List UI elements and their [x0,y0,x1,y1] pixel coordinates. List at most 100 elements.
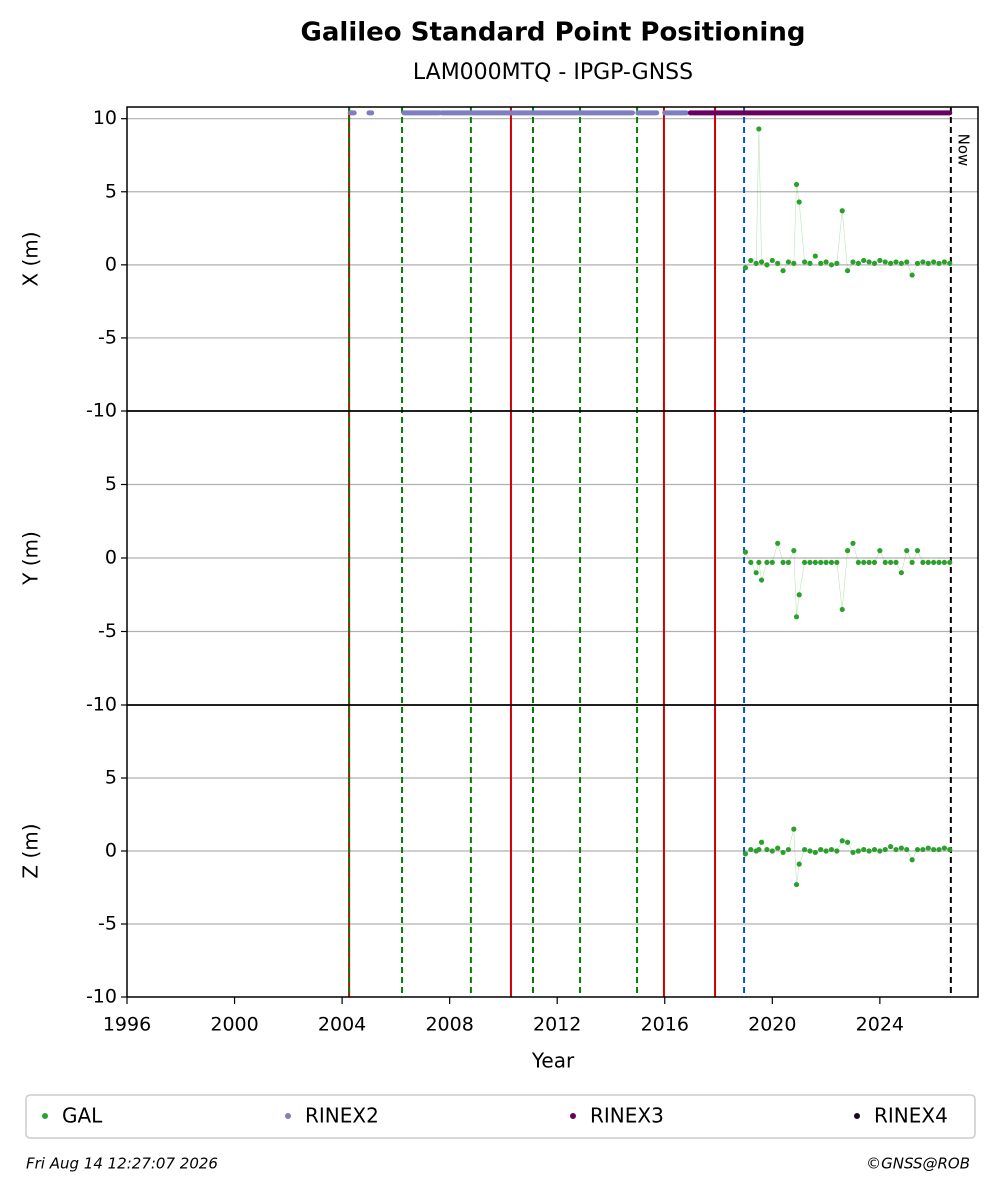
data-point [796,861,802,867]
data-point [818,260,824,266]
data-point [909,559,915,566]
data-point [941,559,947,566]
data-point [844,839,851,845]
data-point [823,259,829,265]
data-point [764,846,770,853]
data-point [914,846,921,853]
data-point [753,570,759,576]
data-point [839,838,845,844]
data-point [925,559,931,566]
y-tick-label: -10 [86,986,117,1008]
data-point [898,845,904,851]
data-point [914,260,921,266]
y-tick-label: -5 [98,620,117,642]
y-tick-label: -5 [98,913,117,935]
data-point [925,845,931,851]
legend-label: GAL [62,1104,103,1128]
x-tick-label: 2008 [425,1014,473,1036]
series-line [745,128,950,276]
data-point [866,559,872,566]
data-point [877,257,883,264]
data-point [812,849,818,856]
data-point [785,259,792,265]
data-point [941,845,947,851]
data-point [947,846,953,853]
data-point [898,570,904,576]
data-point [861,846,867,853]
data-point [785,846,792,853]
data-point [866,259,872,265]
chart-subtitle: LAM000MTQ - IPGP-GNSS [413,60,693,85]
data-point [812,559,818,566]
data-point [861,559,867,566]
data-point [753,260,759,266]
data-point [893,846,899,853]
data-point [855,260,861,266]
chart-title: Galileo Standard Point Positioning [301,18,806,48]
y-tick-label: -10 [86,400,117,422]
data-point [742,549,749,555]
data-point [861,257,867,264]
data-point [823,848,829,854]
panel-frame [126,106,979,412]
data-point [920,259,926,265]
x-tick-label: 2024 [856,1014,904,1036]
legend-label: RINEX4 [874,1104,948,1128]
data-point [909,857,915,863]
y-tick-label: 0 [105,547,117,569]
legend-marker [42,1113,48,1119]
data-point [742,265,749,271]
data-point [888,844,894,850]
data-point [844,548,851,554]
x-tick-label: 1996 [103,1014,151,1036]
data-point [769,559,775,566]
y-tick-label: -10 [86,694,117,716]
data-point [793,614,800,620]
data-point [909,272,915,278]
data-point [888,559,894,566]
data-point [834,848,840,854]
data-point [796,199,802,205]
data-point [925,260,931,266]
y-tick-label: 5 [105,180,117,202]
data-point [920,846,926,853]
data-point [801,259,808,265]
data-point [931,559,937,566]
data-point [748,846,754,853]
footer-date: Fri Aug 14 12:27:07 2026 [26,1155,218,1173]
data-point [785,559,792,566]
data-point [893,559,899,566]
data-point [769,257,775,264]
data-point [780,849,786,856]
data-point [931,259,937,265]
legend-label: RINEX3 [590,1104,664,1128]
y-axis-label: Y (m) [19,531,43,586]
data-point [807,848,813,854]
data-point [871,559,878,566]
data-point [855,559,861,566]
data-point [871,846,878,853]
data-point [828,559,835,566]
data-point [769,848,775,854]
data-point [882,559,888,566]
data-point [839,606,845,613]
data-point [807,559,813,566]
data-point [855,848,861,854]
data-point [812,253,818,259]
series-line [745,829,950,885]
data-point [756,559,762,566]
y-tick-label: 10 [93,107,117,129]
x-tick-label: 2012 [533,1014,581,1036]
data-point [850,540,856,546]
data-point [756,846,762,853]
data-point [758,577,765,583]
x-tick-label: 2020 [748,1014,796,1036]
now-label: Now [954,134,972,167]
data-point [834,559,840,566]
data-point [775,540,781,546]
y-tick-label: -5 [98,326,117,348]
data-point [882,259,888,265]
data-point [893,259,899,265]
data-point [828,846,835,853]
